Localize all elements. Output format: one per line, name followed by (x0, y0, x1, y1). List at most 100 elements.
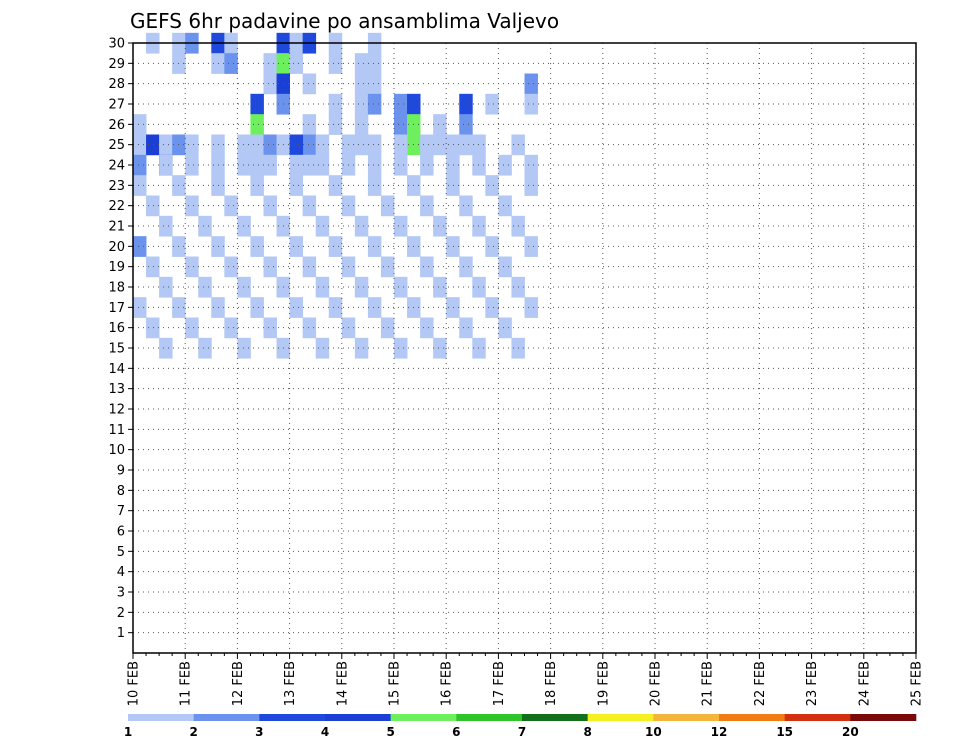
legend-label: 4 (321, 725, 329, 739)
heatmap-cell (133, 175, 147, 196)
heatmap-cell (133, 154, 147, 176)
heatmap-cell (263, 134, 277, 156)
heatmap-cell (433, 134, 447, 156)
heatmap-cell (367, 93, 382, 115)
y-tick-label: 12 (108, 403, 125, 418)
x-tick-label: 18 FEB (544, 661, 559, 706)
heatmap-cell (433, 337, 447, 359)
y-tick-label: 29 (108, 57, 125, 72)
legend-label: 2 (189, 725, 197, 739)
legend-swatch (719, 714, 785, 721)
heatmap-cell (485, 236, 499, 257)
heatmap-cell (198, 337, 212, 359)
x-axis: 10 FEB 11 FEB 12 FEB 13 FEB 14 FEB 15 FEB 16 F… (127, 653, 925, 706)
heatmap-cell (328, 114, 343, 135)
heatmap-cell (302, 114, 317, 135)
heatmap-cell (380, 317, 395, 339)
heatmap-cell (133, 114, 147, 135)
heatmap-cell (459, 256, 473, 278)
x-tick-label: 15 FEB (388, 661, 403, 706)
heatmap-cell (524, 175, 538, 196)
y-tick-label: 24 (108, 159, 125, 174)
heatmap-cell (394, 215, 408, 237)
heatmap-cell (224, 195, 238, 217)
y-tick-label: 11 (108, 423, 125, 438)
heatmap-cell (367, 297, 382, 318)
heatmap-cell (367, 236, 382, 257)
y-tick-label: 6 (117, 525, 125, 540)
legend-label: 12 (711, 725, 728, 739)
x-tick-label: 23 FEB (805, 661, 820, 706)
heatmap-cell (263, 195, 277, 217)
heatmap-cell (250, 154, 264, 176)
x-tick-label: 14 FEB (335, 661, 350, 706)
y-tick-label: 10 (108, 443, 125, 458)
heatmap-cell (263, 73, 277, 95)
y-tick-label: 18 (108, 281, 125, 296)
heatmap-cell (289, 154, 304, 176)
legend-swatch (653, 714, 720, 721)
heatmap-cell (354, 73, 369, 95)
y-tick-label: 22 (108, 199, 125, 214)
heatmap-cell (354, 215, 369, 237)
heatmap-cell (237, 215, 251, 237)
heatmap-cell (446, 175, 460, 196)
heatmap-cell (524, 73, 538, 95)
color-legend: 1 2 3 4 5 6 7 8 10 12 15 20 (124, 714, 917, 739)
legend-label: 10 (645, 725, 662, 739)
y-tick-label: 23 (108, 179, 125, 194)
y-tick-label: 16 (108, 321, 125, 336)
heatmap-cell (472, 134, 486, 156)
heatmap-cell (394, 154, 408, 176)
y-tick-label: 27 (108, 98, 125, 113)
heatmap-cell (237, 154, 251, 176)
heatmap-cell (133, 297, 147, 318)
heatmap-cell (459, 114, 473, 135)
heatmap-cell (328, 53, 343, 74)
y-tick-label: 13 (108, 382, 125, 397)
heatmap-cell (237, 337, 251, 359)
y-tick-label: 8 (117, 484, 125, 499)
heatmap-cell (315, 276, 330, 298)
y-tick-label: 9 (117, 464, 125, 479)
cells-layer (133, 32, 538, 359)
heatmap-cell (302, 256, 317, 278)
heatmap-cell (524, 93, 538, 115)
heatmap-cell (302, 317, 317, 339)
heatmap-cell (524, 236, 538, 257)
heatmap-cell (394, 276, 408, 298)
heatmap-cell (302, 154, 317, 176)
x-tick-label: 16 FEB (440, 661, 455, 706)
heatmap-cell (367, 175, 382, 196)
heatmap-cell (394, 337, 408, 359)
heatmap-cell (146, 317, 160, 339)
legend-swatch (259, 714, 326, 721)
heatmap-cell (263, 317, 277, 339)
heatmap-cell (459, 93, 473, 115)
legend-label: 8 (583, 725, 591, 739)
heatmap-cell (185, 134, 199, 156)
heatmap-cell (367, 154, 382, 176)
heatmap-cell (354, 337, 369, 359)
y-tick-label: 4 (117, 565, 125, 580)
heatmap-cell (159, 215, 173, 237)
y-tick-label: 3 (117, 586, 125, 601)
heatmap-cell (472, 276, 486, 298)
heatmap-cell (250, 175, 264, 196)
heatmap-cell (315, 154, 330, 176)
legend-swatch (784, 714, 851, 721)
heatmap-cell (289, 297, 304, 318)
legend-swatch (587, 714, 654, 721)
heatmap-cell (367, 53, 382, 74)
y-tick-label: 25 (108, 138, 125, 153)
heatmap-cell (289, 236, 304, 257)
heatmap-cell (354, 93, 369, 115)
x-tick-label: 17 FEB (492, 661, 507, 706)
heatmap-cell (133, 134, 147, 156)
heatmap-cell (472, 337, 486, 359)
x-tick-label: 12 FEB (231, 661, 246, 706)
heatmap-cell (250, 297, 264, 318)
heatmap-cell (159, 154, 173, 176)
heatmap-cell (289, 175, 304, 196)
heatmap-cell (302, 195, 317, 217)
